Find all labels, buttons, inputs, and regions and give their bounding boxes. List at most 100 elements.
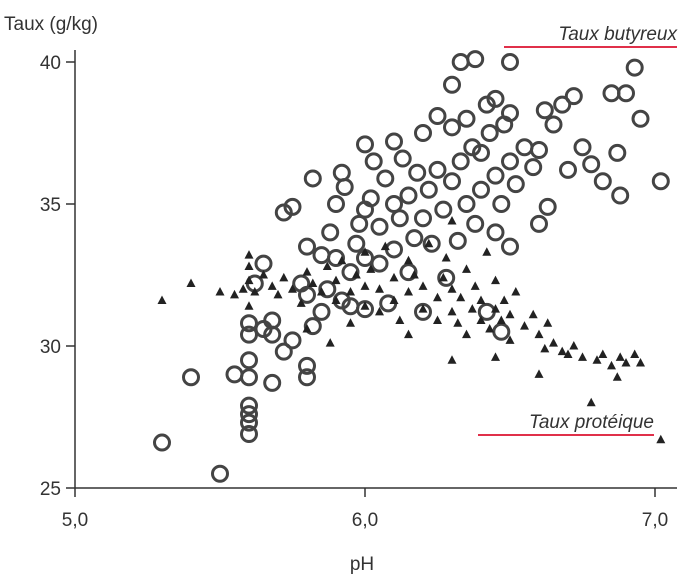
data-point-butyreux (530, 141, 548, 160)
data-point-butyreux (443, 172, 461, 191)
y-tick-label: 40 (40, 53, 61, 74)
data-point-proteique (447, 284, 457, 293)
data-point-proteique (331, 275, 341, 285)
data-point-butyreux (405, 229, 424, 248)
data-point-butyreux (573, 138, 592, 157)
data-point-butyreux (298, 237, 316, 256)
data-point-butyreux (356, 135, 374, 154)
data-point-butyreux (335, 177, 354, 196)
data-point-proteique (467, 304, 477, 313)
data-point-butyreux (466, 50, 485, 69)
data-point-butyreux (535, 101, 554, 120)
data-point-proteique (636, 358, 645, 367)
data-point-proteique (389, 272, 399, 282)
data-point-proteique (346, 318, 355, 327)
data-point-proteique (322, 261, 332, 270)
data-point-butyreux (466, 214, 485, 233)
data-point-proteique (288, 284, 297, 293)
data-point-proteique (612, 372, 622, 381)
data-point-proteique (302, 323, 312, 333)
data-point-proteique (331, 295, 341, 305)
data-point-butyreux (370, 217, 389, 236)
series-label-butyreux: Taux butyreux (558, 24, 678, 45)
data-point-butyreux (492, 195, 511, 213)
data-point-butyreux (298, 356, 316, 375)
data-point-butyreux (283, 197, 302, 216)
data-point-butyreux (240, 351, 258, 370)
y-tick-label: 25 (40, 479, 61, 500)
data-point-proteique (267, 281, 277, 290)
data-point-butyreux (617, 84, 635, 103)
data-point-proteique (273, 289, 283, 299)
x-tick-label: 6,0 (352, 510, 378, 531)
data-point-proteique (630, 349, 640, 359)
y-tick-label: 30 (40, 337, 61, 358)
data-point-proteique (418, 304, 428, 313)
data-point-butyreux (501, 104, 519, 123)
data-point-butyreux (492, 322, 511, 341)
data-point-proteique (485, 323, 495, 333)
data-point-proteique (441, 252, 451, 262)
data-point-butyreux (240, 314, 258, 333)
data-point-butyreux (553, 95, 572, 114)
data-point-proteique (520, 321, 529, 330)
data-point-proteique (404, 329, 413, 339)
data-point-butyreux (240, 325, 258, 344)
data-point-proteique (279, 272, 289, 282)
data-point-butyreux (651, 172, 670, 191)
data-point-butyreux (443, 118, 461, 137)
data-point-proteique (230, 289, 239, 299)
data-point-butyreux (393, 149, 412, 168)
data-point-butyreux (364, 152, 383, 171)
data-point-proteique (476, 315, 486, 324)
y-tick-label: 35 (40, 195, 61, 216)
data-point-proteique (491, 352, 500, 361)
data-point-proteique (491, 275, 500, 285)
data-point-butyreux (303, 169, 322, 188)
data-point-proteique (505, 309, 515, 319)
x-tick-label: 7,0 (642, 510, 668, 531)
data-point-butyreux (631, 109, 650, 128)
data-point-butyreux (376, 169, 395, 188)
data-point-butyreux (472, 143, 490, 162)
data-point-butyreux (480, 124, 499, 142)
data-point-proteique (453, 318, 463, 327)
data-point-butyreux (341, 263, 360, 282)
data-point-proteique (244, 261, 254, 270)
data-point-butyreux (501, 53, 519, 71)
data-point-butyreux (211, 464, 229, 483)
data-point-butyreux (225, 365, 244, 384)
data-point-proteique (244, 250, 254, 259)
data-point-proteique (470, 281, 480, 290)
data-point-butyreux (327, 248, 345, 267)
data-point-butyreux (240, 413, 258, 432)
data-point-butyreux (385, 132, 403, 151)
data-point-butyreux (408, 163, 427, 182)
data-point-butyreux (434, 200, 453, 219)
data-point-proteique (543, 318, 553, 327)
data-point-butyreux (321, 223, 340, 242)
data-point-butyreux (544, 115, 563, 134)
data-point-proteique (491, 304, 500, 313)
data-point-proteique (302, 267, 312, 276)
data-point-proteique (346, 287, 355, 296)
data-point-proteique (528, 309, 538, 319)
data-point-proteique (563, 349, 573, 359)
data-point-proteique (462, 264, 471, 273)
data-point-proteique (656, 434, 666, 444)
data-point-proteique (534, 369, 544, 378)
data-point-butyreux (263, 311, 282, 330)
data-point-butyreux (240, 368, 258, 387)
data-point-butyreux (303, 317, 322, 336)
data-point-proteique (325, 338, 335, 347)
data-point-proteique (375, 306, 384, 316)
data-point-butyreux (240, 396, 258, 415)
data-point-proteique (586, 397, 596, 407)
data-point-proteique (557, 346, 567, 356)
data-point-butyreux (327, 195, 345, 213)
data-point-butyreux (399, 263, 418, 282)
data-point-butyreux (506, 175, 525, 194)
data-point-butyreux (524, 158, 543, 177)
data-point-proteique (569, 341, 579, 350)
x-axis-title: pH (350, 554, 374, 575)
